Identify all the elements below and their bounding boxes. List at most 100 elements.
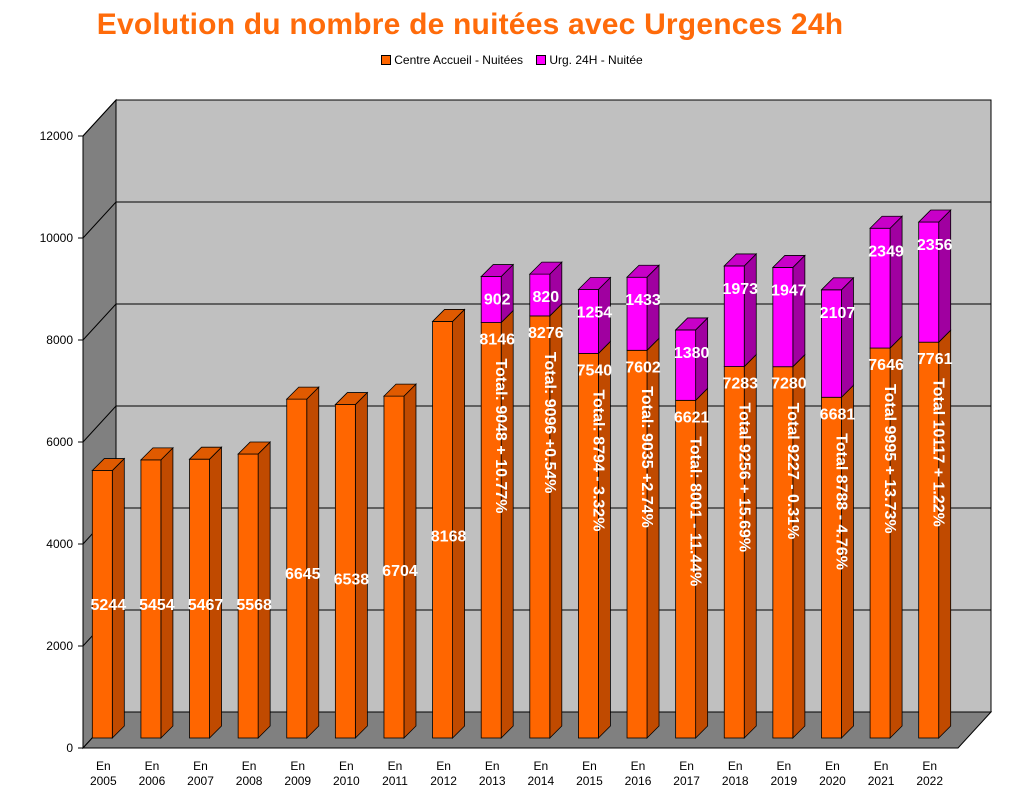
data-label-total: Total 9256 + 15.69% xyxy=(735,403,752,553)
bar-side-centre-accueil xyxy=(354,391,368,739)
bar-side-urgences xyxy=(792,254,806,368)
bar-side-centre-accueil xyxy=(306,386,320,739)
x-tick-label-year: 2016 xyxy=(625,774,652,788)
data-label-total: Total: 8794 - 3.32% xyxy=(589,389,606,531)
data-label-centre-accueil: 7646 xyxy=(868,357,904,374)
x-tick-label-year: 2006 xyxy=(139,774,166,788)
bar-top-urgences xyxy=(771,255,806,268)
data-label-centre-accueil: 5454 xyxy=(139,597,175,614)
data-label-total: Total 8788 - 4.76% xyxy=(832,433,849,570)
x-tick-label-year: 2013 xyxy=(479,774,506,788)
data-label-centre-accueil: 7283 xyxy=(722,376,758,393)
y-tick-label: 0 xyxy=(66,741,73,755)
bar-side-centre-accueil xyxy=(403,383,417,739)
gridline xyxy=(82,99,991,137)
data-label-urgences: 1947 xyxy=(771,282,807,299)
data-label-centre-accueil: 6704 xyxy=(382,563,418,580)
data-label-total: Total: 9035 +2.74% xyxy=(638,386,655,528)
x-tick-label-prefix: En xyxy=(874,759,889,773)
x-tick-label-year: 2018 xyxy=(722,774,749,788)
x-tick-label-year: 2021 xyxy=(868,774,895,788)
data-label-centre-accueil: 5244 xyxy=(91,597,127,614)
data-label-centre-accueil: 6645 xyxy=(285,566,321,583)
legend-item-urgences: Urg. 24H - Nuitée xyxy=(536,52,643,67)
x-tick-label-year: 2011 xyxy=(382,774,408,788)
data-label-total: Total: 9048 + 10.77% xyxy=(492,359,509,514)
y-tick-label: 2000 xyxy=(46,639,73,653)
data-label-urgences: 1380 xyxy=(674,345,710,362)
x-tick-label-year: 2005 xyxy=(90,774,117,788)
x-tick-label-prefix: En xyxy=(825,759,840,773)
x-tick-label-year: 2008 xyxy=(236,774,263,788)
data-label-centre-accueil: 6621 xyxy=(674,409,710,426)
data-label-centre-accueil: 7602 xyxy=(625,359,661,376)
data-label-centre-accueil: 7540 xyxy=(577,362,613,379)
x-tick-label-year: 2014 xyxy=(527,774,554,788)
bar-side-centre-accueil xyxy=(209,446,222,739)
data-label-urgences: 2356 xyxy=(917,237,953,254)
data-label-centre-accueil: 5568 xyxy=(236,597,272,614)
x-tick-label-prefix: En xyxy=(436,759,451,773)
x-tick-label-year: 2015 xyxy=(576,774,603,788)
bar-urgences xyxy=(675,329,697,401)
data-label-centre-accueil: 8146 xyxy=(479,332,515,349)
bar-top-urgences xyxy=(820,277,855,291)
x-tick-label-year: 2007 xyxy=(187,774,214,788)
data-label-urgences: 902 xyxy=(484,292,511,309)
y-tick-label: 6000 xyxy=(46,435,73,449)
x-tick-label-prefix: En xyxy=(388,759,403,773)
data-label-urgences: 2107 xyxy=(820,305,856,322)
x-tick-label-prefix: En xyxy=(339,759,354,773)
data-label-total: Total: 9096 +0.54% xyxy=(541,352,558,494)
bar-side-urgences xyxy=(889,215,903,350)
x-tick-label-prefix: En xyxy=(631,759,646,773)
gridline xyxy=(82,303,991,341)
x-tick-label-year: 2010 xyxy=(333,774,360,788)
x-tick-label-year: 2019 xyxy=(771,774,798,788)
data-label-urgences: 1254 xyxy=(577,305,613,322)
x-tick-label-prefix: En xyxy=(96,759,111,773)
bar-top-centre-accueil xyxy=(91,458,126,471)
bar-top-urgences xyxy=(869,215,904,229)
data-label-total: Total 9995 + 13.73% xyxy=(881,384,898,534)
x-tick-label-year: 2020 xyxy=(819,774,846,788)
data-label-centre-accueil: 6538 xyxy=(334,572,370,589)
y-tick-label: 8000 xyxy=(46,333,73,347)
x-tick-label-prefix: En xyxy=(193,759,208,773)
bar-side-centre-accueil xyxy=(257,441,271,739)
data-label-centre-accueil: 5467 xyxy=(188,597,224,614)
x-tick-label-year: 2009 xyxy=(284,774,311,788)
bar-side-centre-accueil xyxy=(160,446,174,739)
bar-top-urgences xyxy=(577,277,612,290)
data-label-total: Total 10117 + 1.22% xyxy=(930,378,947,527)
x-tick-label-year: 2017 xyxy=(673,774,700,788)
chart-title: Evolution du nombre de nuitées avec Urge… xyxy=(96,8,844,41)
y-tick-label: 10000 xyxy=(40,231,74,245)
x-tick-label-prefix: En xyxy=(485,759,500,773)
bar-top-centre-accueil xyxy=(431,309,466,322)
y-tick-label: 12000 xyxy=(40,129,74,143)
data-label-total: Total: 8001 - 11.44% xyxy=(687,436,704,586)
legend: Centre Accueil - Nuitées Urg. 24H - Nuit… xyxy=(0,52,1024,67)
x-tick-label-prefix: En xyxy=(922,759,937,773)
x-tick-label-prefix: En xyxy=(582,759,597,773)
gridline xyxy=(82,201,991,239)
bar-top-centre-accueil xyxy=(285,386,320,400)
data-label-urgences: 1433 xyxy=(625,292,661,309)
x-tick-label-prefix: En xyxy=(533,759,548,773)
data-label-total: Total 9227 - 0.31% xyxy=(784,403,801,540)
x-tick-label-prefix: En xyxy=(145,759,160,773)
data-label-centre-accueil: 6681 xyxy=(820,406,856,423)
legend-swatch-centre-accueil xyxy=(381,55,392,66)
data-label-urgences: 820 xyxy=(532,289,559,306)
bar-top-centre-accueil xyxy=(139,447,174,461)
data-label-urgences: 1973 xyxy=(722,281,758,298)
bar-top-centre-accueil xyxy=(383,383,417,397)
x-tick-label-prefix: En xyxy=(242,759,257,773)
x-tick-label-prefix: En xyxy=(777,759,792,773)
legend-item-centre-accueil: Centre Accueil - Nuitées xyxy=(381,52,523,67)
x-tick-label-year: 2012 xyxy=(430,774,457,788)
legend-label-centre-accueil: Centre Accueil - Nuitées xyxy=(394,53,523,68)
bar-top-urgences xyxy=(723,253,758,267)
